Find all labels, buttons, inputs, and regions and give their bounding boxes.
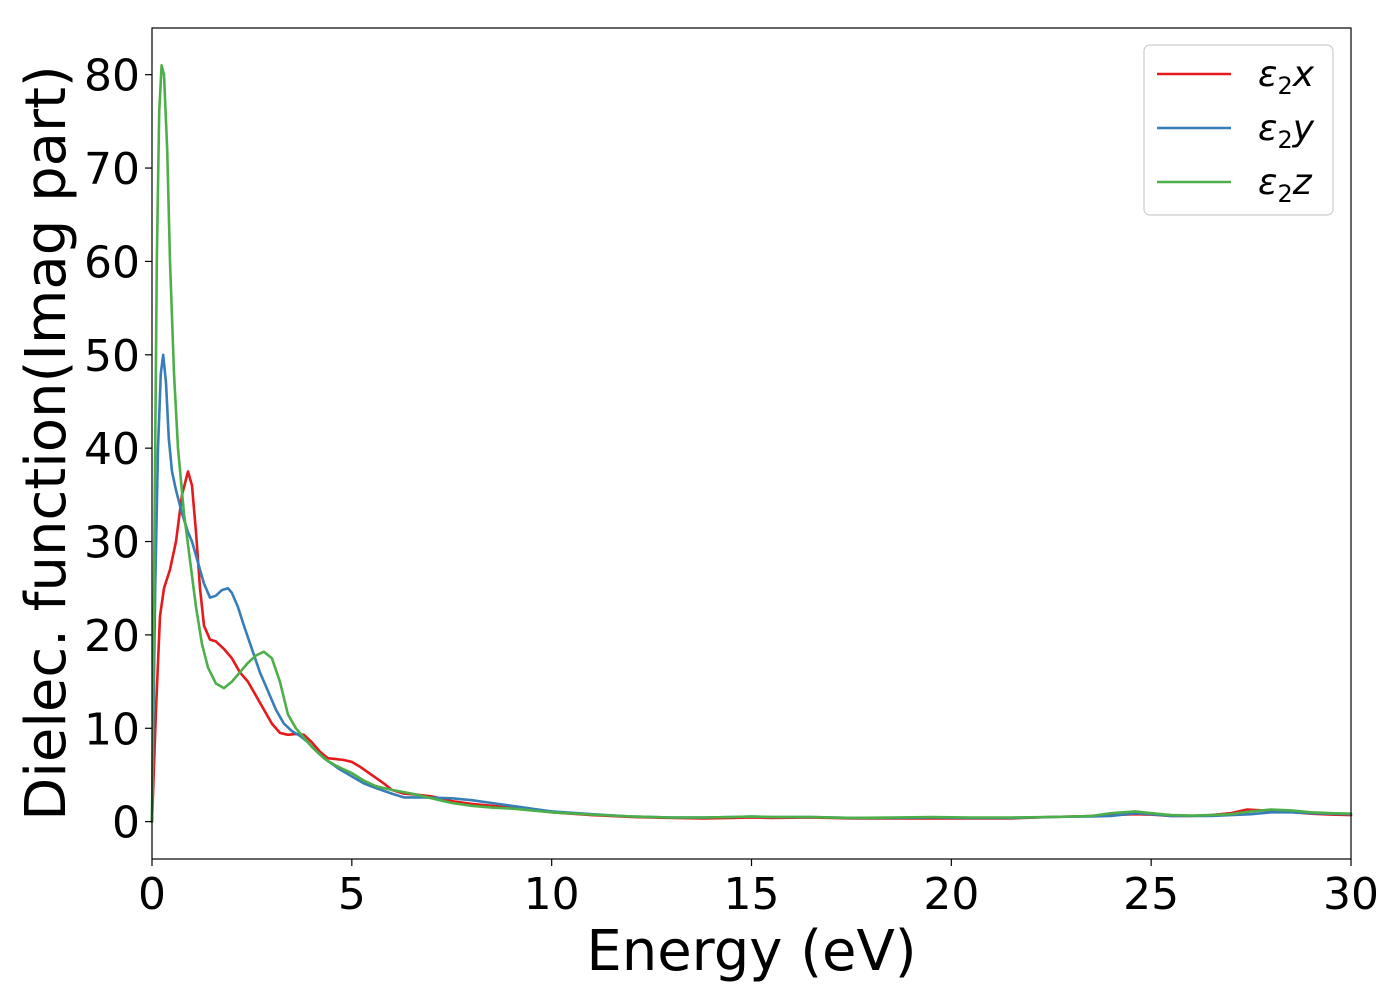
y-tick-label: 80	[84, 51, 140, 102]
y-axis-ticks: 0 10 20 30 40 50 60 70 80	[84, 51, 152, 849]
x-tick-label: 25	[1123, 869, 1179, 920]
legend-box	[1143, 44, 1334, 216]
x-tick-label: 20	[923, 869, 979, 920]
y-tick-label: 40	[84, 424, 140, 475]
y-tick-label: 30	[84, 518, 140, 569]
series-line-y	[150, 353, 1353, 824]
x-axis-ticks: 0 5 10 15 20 25 30	[138, 859, 1379, 920]
series-line-z	[150, 64, 1353, 824]
x-tick-label: 5	[338, 869, 366, 920]
y-tick-label: 10	[84, 704, 140, 755]
legend-label-z: ε2z	[1258, 162, 1313, 208]
y-axis-label: Dielec. function(Imag part)	[14, 65, 79, 821]
x-axis-label: Energy (eV)	[586, 919, 916, 984]
x-tick-label: 10	[524, 869, 580, 920]
y-tick-label: 70	[84, 144, 140, 195]
y-tick-label: 20	[84, 611, 140, 662]
legend-label-y: ε2y	[1258, 108, 1315, 154]
x-tick-label: 30	[1323, 869, 1379, 920]
x-tick-label: 15	[724, 869, 780, 920]
y-tick-label: 50	[84, 331, 140, 382]
x-tick-label: 0	[138, 869, 166, 920]
legend: ε2x ε2y ε2z	[1143, 44, 1334, 216]
legend-label-x: ε2x	[1258, 54, 1315, 100]
y-tick-label: 0	[112, 798, 140, 849]
y-tick-label: 60	[84, 237, 140, 288]
plot-series	[150, 64, 1353, 824]
